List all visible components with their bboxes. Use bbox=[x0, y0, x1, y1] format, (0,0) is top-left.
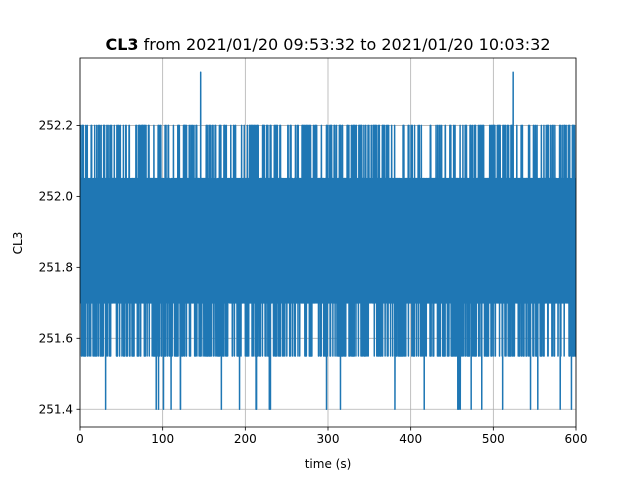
x-tick-label: 400 bbox=[399, 432, 422, 446]
x-axis-ticks: 0 100 200 300 400 500 600 bbox=[76, 427, 587, 446]
x-tick-label: 600 bbox=[565, 432, 588, 446]
y-tick-label: 251.8 bbox=[39, 260, 73, 274]
y-tick-label: 251.4 bbox=[39, 402, 73, 416]
y-tick-label: 252.0 bbox=[39, 189, 73, 203]
y-tick-label: 252.2 bbox=[39, 118, 73, 132]
series-line bbox=[80, 71, 576, 411]
x-tick-label: 200 bbox=[234, 432, 257, 446]
x-axis-label: time (s) bbox=[305, 457, 352, 471]
chart-title-bold: CL3 bbox=[105, 35, 138, 54]
x-tick-label: 100 bbox=[151, 432, 174, 446]
y-axis-ticks: 251.4 251.6 251.8 252.0 252.2 bbox=[39, 118, 80, 416]
series-cl3 bbox=[80, 71, 576, 411]
y-tick-label: 251.6 bbox=[39, 331, 73, 345]
x-tick-label: 0 bbox=[76, 432, 84, 446]
chart-title: CL3 from 2021/01/20 09:53:32 to 2021/01/… bbox=[105, 35, 550, 54]
plot-area bbox=[79, 57, 577, 428]
y-axis-label: CL3 bbox=[11, 232, 25, 255]
x-tick-label: 300 bbox=[317, 432, 340, 446]
chart-title-rest: from 2021/01/20 09:53:32 to 2021/01/20 1… bbox=[139, 35, 551, 54]
x-tick-label: 500 bbox=[482, 432, 505, 446]
